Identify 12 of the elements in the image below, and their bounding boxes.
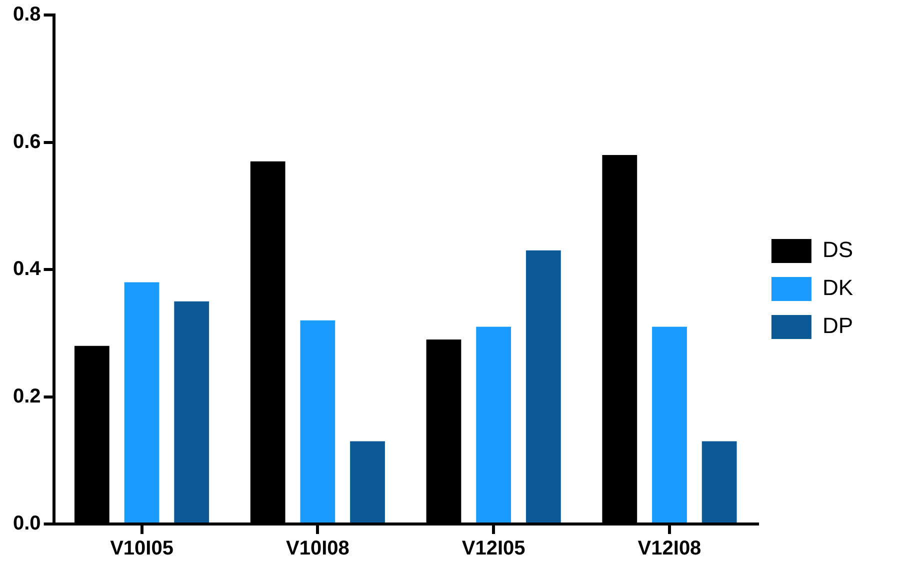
y-tick-label: 0.0 (12, 512, 41, 535)
x-tick-label: V10I08 (286, 538, 350, 560)
y-tick-label: 0.4 (12, 258, 42, 280)
legend-label: DK (822, 275, 854, 300)
legend-label: DP (822, 313, 853, 338)
x-tick-label: V12I08 (638, 538, 702, 560)
x-tick-label: V12I05 (462, 538, 526, 560)
legend-label: DS (822, 237, 853, 262)
y-tick-label: 0.2 (12, 385, 41, 408)
y-tick-label: 0.6 (12, 130, 41, 153)
y-tick-label: 0.8 (12, 4, 41, 26)
x-tick-label: V10I05 (110, 538, 174, 560)
